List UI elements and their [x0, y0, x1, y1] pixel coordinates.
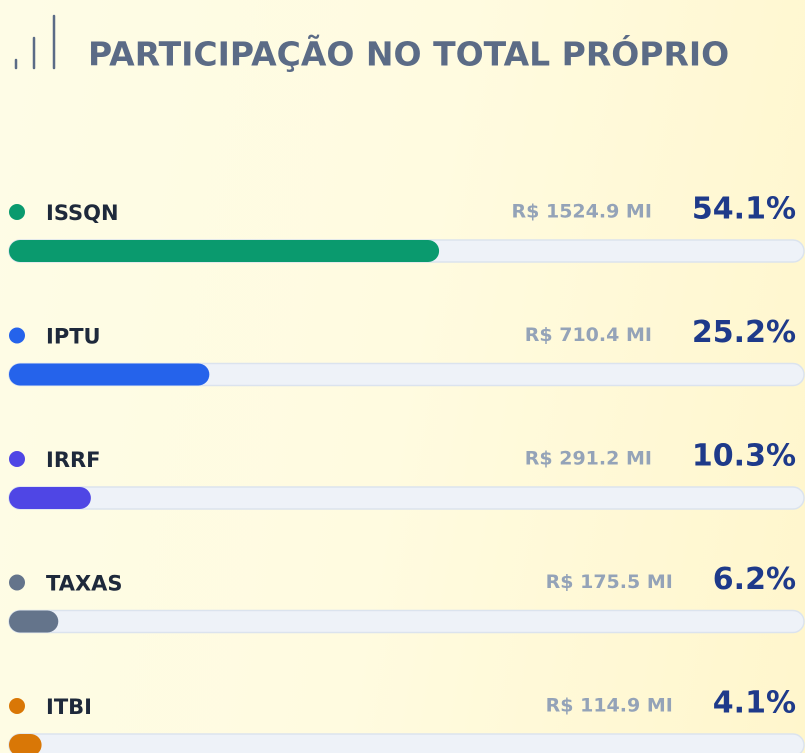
legend-dot — [9, 698, 25, 714]
percent-label: 4.1% — [713, 686, 796, 721]
amount-label: R$ 114.9 MI — [546, 695, 673, 717]
percent-label: 54.1% — [692, 192, 796, 227]
legend-dot — [9, 204, 25, 220]
category-label: ITBI — [46, 695, 92, 719]
bar — [9, 240, 440, 262]
legend-dot — [9, 327, 25, 344]
title-icon — [14, 14, 56, 70]
legend-dot — [9, 451, 25, 467]
category-label: IPTU — [46, 325, 101, 349]
amount-label: R$ 291.2 MI — [525, 448, 652, 470]
category-label: IRRF — [46, 448, 101, 472]
bar-track — [8, 486, 805, 510]
percent-label: 25.2% — [692, 315, 796, 350]
legend-dot — [9, 574, 25, 591]
percent-label: 10.3% — [692, 439, 796, 474]
percent-label: 6.2% — [713, 562, 796, 597]
category-label: ISSQN — [46, 201, 119, 225]
bar-track — [8, 609, 805, 634]
bar — [9, 487, 91, 509]
bar-track — [8, 733, 805, 753]
amount-label: R$ 175.5 MI — [546, 571, 673, 593]
bar — [9, 610, 59, 633]
bar — [9, 363, 210, 386]
bar — [9, 734, 42, 753]
amount-label: R$ 1524.9 MI — [512, 201, 652, 223]
amount-label: R$ 710.4 MI — [525, 324, 652, 346]
category-label: TAXAS — [46, 572, 123, 596]
chart-title: PARTICIPAÇÃO NO TOTAL PRÓPRIO — [88, 34, 729, 74]
